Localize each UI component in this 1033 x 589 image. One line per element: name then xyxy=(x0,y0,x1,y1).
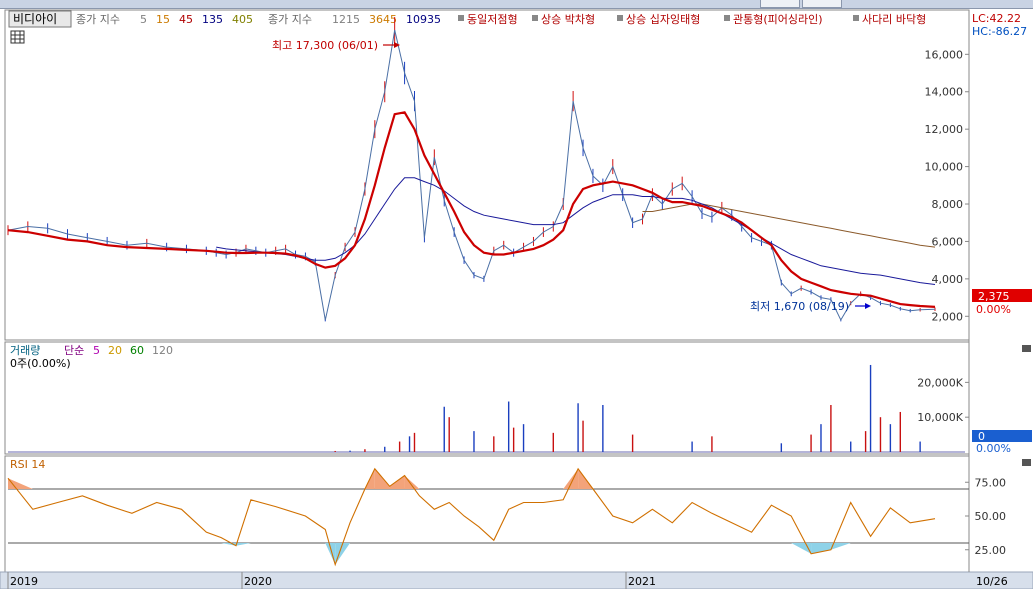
volume-title: 거래량 xyxy=(10,344,40,357)
rsi-panel xyxy=(4,455,970,573)
pattern-label: 상승 십자잉태형 xyxy=(626,13,700,26)
pattern-marker-icon xyxy=(532,15,538,21)
toolbar-strip xyxy=(0,0,1033,9)
rsi-close-icon[interactable] xyxy=(1022,459,1031,466)
price-y-axis: 16,000 14,000 12,000 10,000 8,000 6,000 4,000 2… xyxy=(925,48,969,323)
pattern-marker-icon xyxy=(853,15,859,21)
price-tick-label: 2,000 xyxy=(932,310,964,323)
high-annotation: 최고 17,300 (06/01) xyxy=(272,39,378,52)
ma-legend-period: 15 xyxy=(156,13,170,26)
price-tick-label: 8,000 xyxy=(932,198,964,211)
price-panel xyxy=(4,9,970,341)
close-line xyxy=(7,29,936,322)
volume-close-icon[interactable] xyxy=(1022,345,1031,352)
rsi-oversold-fill xyxy=(335,543,351,565)
rsi-y-axis: 75.00 50.00 25.00 xyxy=(8,476,1006,557)
price-tick-label: 10,000 xyxy=(925,161,964,174)
rsi-overbought-fill xyxy=(404,475,420,489)
rsi-oversold-fill xyxy=(325,543,336,565)
price-tick-label: 4,000 xyxy=(932,273,964,286)
rsi-tick-label: 25.00 xyxy=(975,544,1007,557)
price-tick-label: 16,000 xyxy=(925,48,964,61)
volume-current-badge xyxy=(972,430,1032,442)
pattern-marker-icon xyxy=(617,15,623,21)
ma-legend-period: 5 xyxy=(140,13,147,26)
ma-long-legend-period: 1215 xyxy=(332,13,360,26)
volume-panel xyxy=(4,341,970,455)
ma-long-legend-label: 종가 지수 xyxy=(268,13,312,26)
pattern-label: 관통형(피어싱라인) xyxy=(733,13,823,26)
ma-legend: 5 15 45 135 405 종가 지수 1215 3645 10935 xyxy=(140,13,441,26)
volume-info: 0주(0.00%) xyxy=(10,357,71,370)
volume-change: 0.00% xyxy=(976,442,1011,455)
current-price-badge xyxy=(972,289,1032,302)
rsi-title: RSI 14 xyxy=(10,458,45,471)
volume-tick-label: 10,000K xyxy=(917,411,963,424)
grid-icon[interactable] xyxy=(10,30,25,44)
low-annotation: 최저 1,670 (08/19) xyxy=(750,300,849,313)
x-axis-labels: 2019 2020 2021 xyxy=(7,572,656,589)
rsi-oversold-fill xyxy=(791,543,812,554)
price-tick-label: 12,000 xyxy=(925,123,964,136)
volume-ma-period: 60 xyxy=(130,344,144,357)
pattern-label: 동일저점형 xyxy=(467,12,518,26)
x-axis-label: 2020 xyxy=(244,575,272,588)
pattern-marker-icon xyxy=(724,15,730,21)
ma45-line xyxy=(7,111,936,308)
rsi-line xyxy=(7,467,936,567)
rsi-oversold-fill xyxy=(811,543,831,554)
volume-ma-legend: 5 20 60 120 xyxy=(93,344,173,357)
price-tick-label: 6,000 xyxy=(932,235,964,248)
price-series xyxy=(7,17,936,322)
x-axis-label: 2021 xyxy=(628,575,656,588)
x-axis-label: 2019 xyxy=(10,575,38,588)
volume-y-axis: 20,000K 10,000K xyxy=(917,376,969,424)
rsi-oversold-fill xyxy=(830,543,851,550)
pattern-label: 사다리 바닥형 xyxy=(862,13,926,26)
pattern-label: 상승 박차형 xyxy=(541,13,595,26)
volume-series xyxy=(8,364,965,453)
ma-legend-period: 45 xyxy=(179,13,193,26)
rsi-tick-label: 50.00 xyxy=(975,510,1007,523)
rsi-oversold-fill xyxy=(236,543,251,546)
x-axis-bar xyxy=(0,571,1033,589)
high-arrow-icon xyxy=(383,42,400,48)
buy-button[interactable] xyxy=(760,0,800,8)
pattern-legend: 동일저점형 상승 박차형 상승 십자잉태형 관통형(피어싱라인) 사다리 바닥형 xyxy=(458,12,926,26)
x-axis-right-label: 10/26 xyxy=(976,575,1008,588)
current-price: 2,375 xyxy=(978,290,1010,303)
rsi-overbought-fill xyxy=(563,468,579,489)
volume-tick-label: 20,000K xyxy=(917,376,963,389)
current-change: 0.00% xyxy=(976,303,1011,316)
pattern-marker-icon xyxy=(458,15,464,21)
volume-current: 0 xyxy=(978,430,985,443)
stock-name-box[interactable] xyxy=(8,10,72,28)
ma135-line xyxy=(216,177,936,285)
hc-label: HC:-86.27 xyxy=(972,25,1027,38)
ma-legend-label: 종가 지수 xyxy=(76,13,120,26)
rsi-series xyxy=(7,467,936,567)
ma-long-legend-period: 10935 xyxy=(406,13,441,26)
stock-name: 비디아이 xyxy=(13,12,57,26)
ma-long-legend-period: 3645 xyxy=(369,13,397,26)
ma-legend-period: 135 xyxy=(202,13,223,26)
volume-ma-label: 단순 xyxy=(64,344,84,357)
low-arrow-icon xyxy=(855,303,871,309)
volume-ma-period: 20 xyxy=(108,344,122,357)
volume-ma-period: 120 xyxy=(152,344,173,357)
ma-legend-period: 405 xyxy=(232,13,253,26)
volume-ma-period: 5 xyxy=(93,344,100,357)
lc-label: LC:42.22 xyxy=(972,12,1021,25)
price-tick-label: 14,000 xyxy=(925,86,964,99)
rsi-tick-label: 75.00 xyxy=(975,476,1007,489)
sell-button[interactable] xyxy=(802,0,842,8)
